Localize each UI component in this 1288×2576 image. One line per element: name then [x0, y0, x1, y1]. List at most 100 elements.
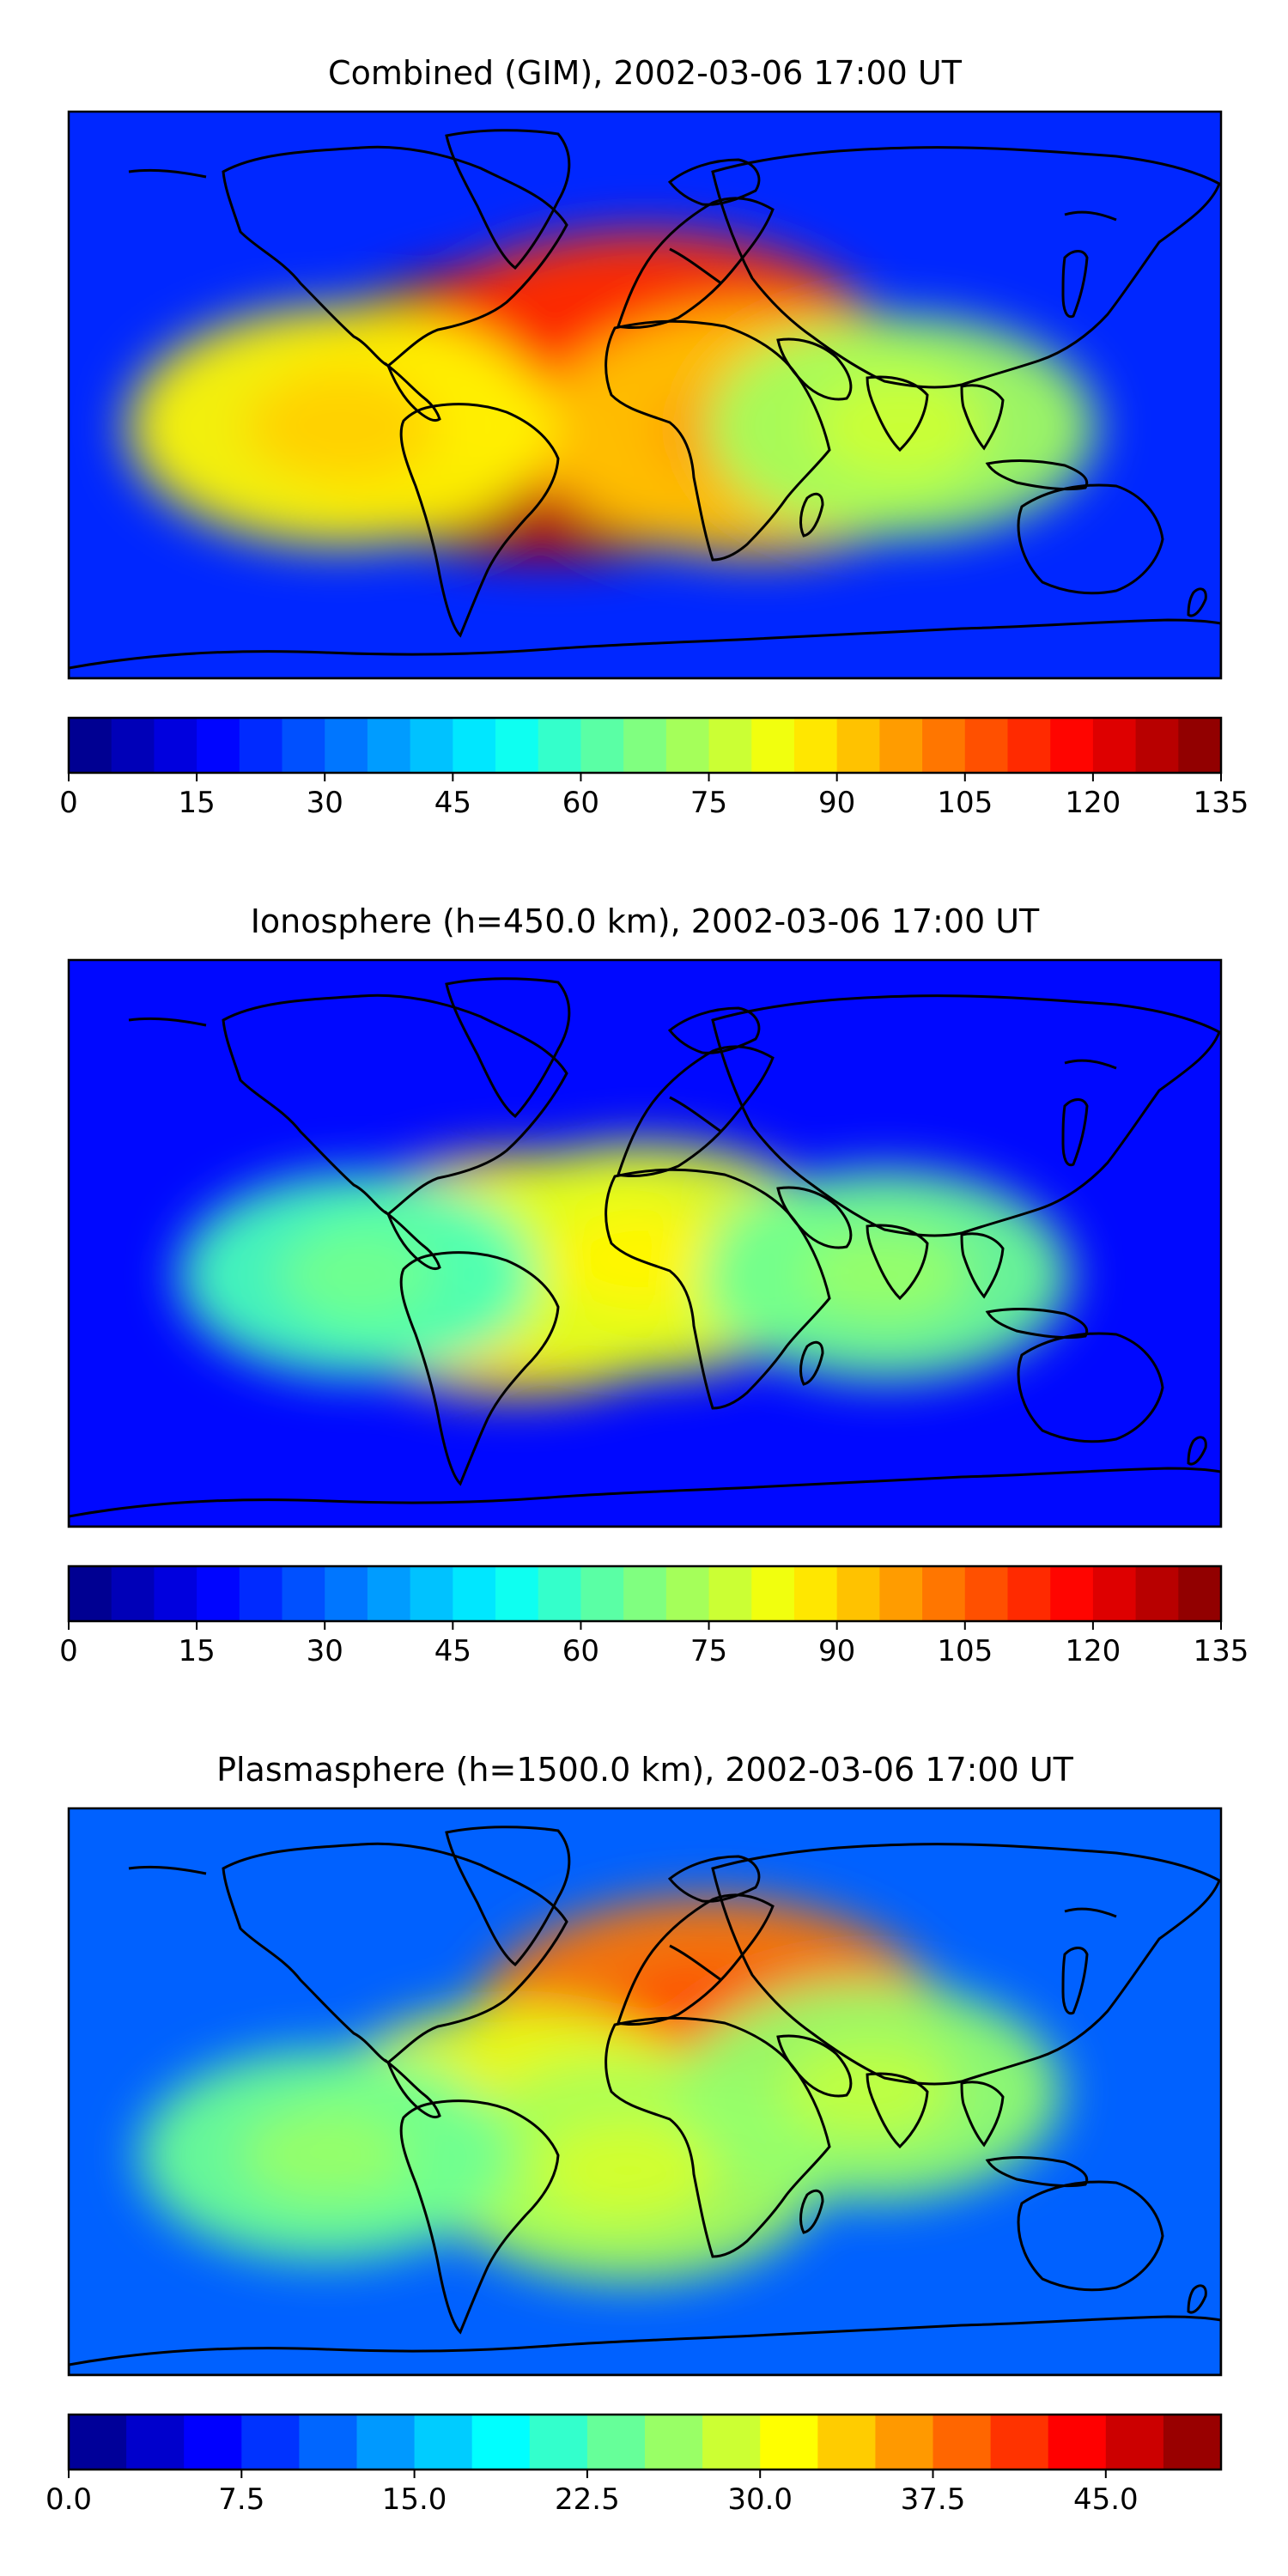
panel-2-colorbar-band — [836, 1566, 880, 1621]
panel-1-field-core-5 — [245, 373, 437, 481]
panel-3-colorbar-band — [184, 2415, 242, 2470]
panel-1-colorbar-band — [708, 718, 752, 773]
panel-1-colorbar-band — [1007, 718, 1051, 773]
panel-2-colorbar-tick-label: 120 — [1065, 1634, 1121, 1668]
panel-1-field — [127, 231, 1097, 561]
panel-1: Combined (GIM), 2002-03-06 17:00 UT 0 15 3… — [59, 54, 1249, 820]
panel-2-colorbar-frame — [67, 1564, 1223, 1623]
panel-1-colorbar-band — [453, 718, 496, 773]
panel-1-colorbar-band — [495, 718, 539, 773]
panel-1-colorbar-band — [69, 718, 112, 773]
panel-1-colorbar-band — [580, 718, 624, 773]
panel-1-colorbar-ticks: 0 15 30 45 60 75 90 105 120 135 — [59, 773, 1249, 820]
panel-1-colorbar-bands — [69, 718, 1222, 773]
panel-2-colorbar: 0 15 30 45 60 75 90 105 120 135 — [59, 1564, 1249, 1668]
panel-2-colorbar-band — [1050, 1566, 1094, 1621]
panel-2-colorbar-tick-label: 135 — [1194, 1634, 1249, 1668]
panel-1-colorbar-tick-label: 90 — [818, 786, 855, 820]
panel-2-title: Ionosphere (h=450.0 km), 2002-03-06 17:0… — [251, 902, 1040, 940]
panel-3-colorbar-band — [1163, 2415, 1222, 2470]
panel-2-field — [178, 1143, 1071, 1397]
panel-1-colorbar-frame — [67, 716, 1223, 775]
panel-3-colorbar-band — [933, 2415, 992, 2470]
panel-2-colorbar-band — [922, 1566, 966, 1621]
panel-2-colorbar-tick-label: 75 — [690, 1634, 727, 1668]
panel-2-colorbar-tick-label: 30 — [307, 1634, 343, 1668]
panel-2-colorbar-band — [751, 1566, 795, 1621]
panel-1-colorbar-band — [282, 718, 325, 773]
panel-1-title: Combined (GIM), 2002-03-06 17:00 UT — [328, 54, 963, 92]
panel-1-colorbar-band — [1050, 718, 1094, 773]
panel-1-colorbar-tick-label: 15 — [178, 786, 215, 820]
panel-2-colorbar-band — [282, 1566, 325, 1621]
panel-3-map-frame — [67, 1807, 1223, 2377]
panel-3-map — [69, 1808, 1221, 2375]
panel-2-colorbar-band — [665, 1566, 710, 1621]
panel-1-colorbar-band — [964, 718, 1009, 773]
panel-1-colorbar-band — [623, 718, 667, 773]
panel-1-colorbar-tick-label: 135 — [1194, 786, 1249, 820]
panel-2-colorbar-band — [410, 1566, 453, 1621]
panel-3-colorbar-band — [241, 2415, 300, 2470]
panel-3-colorbar-tick-label: 7.5 — [218, 2482, 264, 2517]
panel-2-colorbar-band — [325, 1566, 368, 1621]
panel-3-colorbar-tick-label: 30.0 — [727, 2482, 793, 2517]
panel-1-colorbar-band — [538, 718, 582, 773]
panel-3-colorbar-band — [356, 2415, 416, 2470]
panel-3-colorbar-band — [875, 2415, 934, 2470]
panel-2-colorbar-tick-label: 105 — [937, 1634, 993, 1668]
panel-3-colorbar-tick-label: 15.0 — [382, 2482, 447, 2517]
panel-3-colorbar-tick-label: 37.5 — [901, 2482, 966, 2517]
panel-3-colorbar-band — [299, 2415, 358, 2470]
panel-2-field-core-2 — [551, 1206, 738, 1312]
panel-2-colorbar-band — [367, 1566, 411, 1621]
panel-2-colorbar-band — [111, 1566, 155, 1621]
panel-1-colorbar-tick-label: 30 — [307, 786, 343, 820]
panel-3-title: Plasmasphere (h=1500.0 km), 2002-03-06 1… — [216, 1751, 1074, 1789]
panel-1-colorbar: 0 15 30 45 60 75 90 105 120 135 — [59, 716, 1249, 820]
panel-1-colorbar-tick-label: 105 — [937, 786, 993, 820]
panel-2-map — [69, 960, 1221, 1527]
panel-1-colorbar-band — [665, 718, 710, 773]
panel-2-colorbar-band — [623, 1566, 667, 1621]
panel-3-colorbar-tick-label: 45.0 — [1073, 2482, 1139, 2517]
panel-2-colorbar-band — [453, 1566, 496, 1621]
panel-2-colorbar-band — [793, 1566, 838, 1621]
panel-2-colorbar-tick-label: 45 — [434, 1634, 471, 1668]
panel-2-colorbar-band — [69, 1566, 112, 1621]
panel-3-colorbar-band — [126, 2415, 185, 2470]
panel-1-colorbar-band — [879, 718, 923, 773]
panel-1-colorbar-band — [793, 718, 838, 773]
panel-3-colorbar-band — [990, 2415, 1049, 2470]
panel-2-colorbar-band — [879, 1566, 923, 1621]
panel-3-colorbar-band — [471, 2415, 531, 2470]
panel-1-colorbar-band — [751, 718, 795, 773]
panel-1-colorbar-band — [1135, 718, 1179, 773]
panel-2-colorbar-band — [1178, 1566, 1222, 1621]
panel-1-colorbar-band — [111, 718, 155, 773]
panel-3-colorbar-band — [1048, 2415, 1107, 2470]
panel-2-colorbar-band — [154, 1566, 197, 1621]
panel-1-map — [69, 112, 1221, 678]
panel-2-colorbar-band — [708, 1566, 752, 1621]
panel-3-field-core-5 — [241, 2107, 409, 2202]
panel-2-colorbar-band — [1135, 1566, 1179, 1621]
panel-1-colorbar-band — [197, 718, 240, 773]
panel-2-colorbar-bands — [69, 1566, 1222, 1621]
panel-3-colorbar-tick-label: 0.0 — [46, 2482, 92, 2517]
panel-3-colorbar-band — [69, 2415, 127, 2470]
panel-3-colorbar-ticks: 0.0 7.5 15.0 22.5 30.0 37.5 45.0 — [46, 2470, 1139, 2517]
panel-3-colorbar-band — [529, 2415, 588, 2470]
panel-3-colorbar-band — [817, 2415, 876, 2470]
panel-1-colorbar-band — [154, 718, 197, 773]
panel-2-colorbar-band — [1007, 1566, 1051, 1621]
panel-2: Ionosphere (h=450.0 km), 2002-03-06 17:0… — [59, 902, 1249, 1668]
panel-3-field-core-3 — [540, 2120, 718, 2221]
panel-3-colorbar: 0.0 7.5 15.0 22.5 30.0 37.5 45.0 — [46, 2413, 1223, 2517]
panel-1-colorbar-tick-label: 45 — [434, 786, 471, 820]
panel-2-colorbar-tick-label: 60 — [562, 1634, 599, 1668]
panel-1-colorbar-band — [836, 718, 880, 773]
panel-2-colorbar-band — [1092, 1566, 1137, 1621]
panel-1-map-frame — [67, 110, 1223, 680]
panel-3-colorbar-bands — [69, 2415, 1222, 2470]
